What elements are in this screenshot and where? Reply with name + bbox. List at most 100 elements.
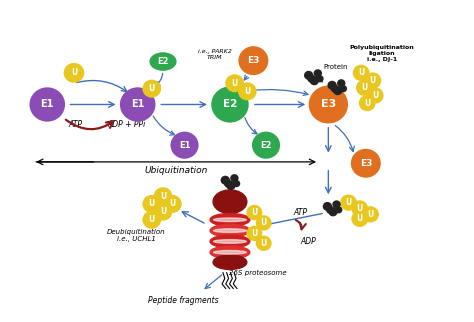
Text: E2: E2: [260, 141, 272, 150]
Circle shape: [29, 87, 65, 122]
Circle shape: [225, 74, 244, 92]
Circle shape: [323, 202, 332, 211]
Circle shape: [332, 200, 341, 208]
Text: E1: E1: [131, 99, 145, 109]
Circle shape: [351, 200, 368, 217]
Circle shape: [333, 86, 342, 95]
Text: U: U: [71, 68, 77, 77]
Circle shape: [307, 75, 316, 83]
Text: Deubiquitination
i.e., UCHL1: Deubiquitination i.e., UCHL1: [107, 229, 165, 242]
Circle shape: [310, 76, 319, 85]
Circle shape: [365, 72, 381, 89]
Text: E2: E2: [223, 99, 237, 109]
Text: E3: E3: [321, 99, 336, 109]
Text: ADP + PPi: ADP + PPi: [108, 120, 146, 129]
Circle shape: [171, 132, 199, 159]
Circle shape: [233, 180, 240, 187]
Circle shape: [328, 81, 337, 90]
Text: U: U: [367, 210, 374, 219]
Circle shape: [163, 195, 182, 213]
Circle shape: [359, 95, 376, 111]
Circle shape: [353, 65, 370, 81]
Circle shape: [340, 194, 357, 211]
Circle shape: [64, 63, 84, 83]
Circle shape: [356, 80, 373, 96]
Ellipse shape: [150, 53, 176, 70]
Circle shape: [220, 176, 230, 185]
Circle shape: [252, 132, 280, 159]
Circle shape: [256, 215, 272, 231]
Ellipse shape: [210, 224, 250, 237]
Text: U: U: [361, 83, 367, 92]
Ellipse shape: [214, 251, 246, 254]
Circle shape: [314, 69, 322, 77]
Text: U: U: [149, 84, 155, 93]
Text: U: U: [251, 229, 257, 238]
Text: 26S proteosome: 26S proteosome: [229, 270, 287, 276]
Circle shape: [335, 206, 342, 213]
Circle shape: [337, 79, 346, 87]
Circle shape: [142, 80, 161, 98]
Text: ATP: ATP: [293, 208, 307, 217]
Ellipse shape: [213, 190, 247, 213]
Circle shape: [309, 86, 348, 123]
Ellipse shape: [214, 229, 246, 232]
Circle shape: [238, 82, 257, 100]
Text: U: U: [160, 207, 166, 216]
Circle shape: [211, 86, 249, 123]
Circle shape: [256, 236, 272, 251]
Text: U: U: [356, 204, 363, 213]
Text: U: U: [370, 76, 376, 85]
Text: E1: E1: [179, 141, 190, 150]
Ellipse shape: [210, 213, 250, 226]
Circle shape: [351, 149, 381, 178]
Circle shape: [304, 71, 313, 80]
Circle shape: [316, 75, 324, 82]
Circle shape: [230, 174, 238, 182]
Circle shape: [154, 187, 173, 205]
Circle shape: [246, 205, 262, 220]
Text: U: U: [364, 99, 370, 108]
Circle shape: [154, 203, 173, 221]
Ellipse shape: [210, 246, 250, 259]
Text: U: U: [372, 91, 378, 100]
Text: Peptide fragments: Peptide fragments: [148, 296, 219, 305]
Text: U: U: [261, 218, 267, 227]
Text: Protein: Protein: [324, 64, 348, 70]
Ellipse shape: [214, 240, 246, 243]
Text: U: U: [356, 214, 363, 223]
Circle shape: [328, 207, 337, 216]
Text: U: U: [169, 199, 175, 208]
Circle shape: [246, 226, 262, 241]
Ellipse shape: [214, 218, 246, 222]
Text: ADP: ADP: [301, 237, 316, 246]
Text: Ubiquitination: Ubiquitination: [145, 166, 208, 175]
Text: U: U: [244, 87, 250, 96]
Text: Polyubiquitination
ligation
i.e., DJ-1: Polyubiquitination ligation i.e., DJ-1: [350, 45, 415, 62]
Circle shape: [326, 206, 335, 214]
Circle shape: [120, 87, 155, 122]
Text: U: U: [149, 199, 155, 208]
Ellipse shape: [210, 235, 250, 248]
Circle shape: [226, 181, 236, 190]
Text: E2: E2: [157, 57, 169, 66]
Text: E3: E3: [360, 159, 372, 168]
Text: E3: E3: [247, 56, 260, 65]
Text: U: U: [346, 198, 352, 207]
Circle shape: [367, 87, 383, 104]
Circle shape: [238, 46, 268, 75]
Text: ATP: ATP: [68, 120, 82, 129]
Circle shape: [142, 195, 161, 213]
Text: U: U: [231, 79, 238, 88]
Circle shape: [142, 211, 161, 229]
Circle shape: [331, 85, 339, 93]
Text: U: U: [261, 239, 267, 248]
Ellipse shape: [213, 255, 247, 270]
Text: U: U: [251, 208, 257, 217]
Circle shape: [339, 85, 347, 92]
Text: U: U: [149, 215, 155, 224]
Circle shape: [362, 206, 379, 223]
Circle shape: [351, 211, 368, 227]
Text: i.e., PARK2
TRIM: i.e., PARK2 TRIM: [198, 49, 231, 60]
Text: U: U: [160, 192, 166, 201]
